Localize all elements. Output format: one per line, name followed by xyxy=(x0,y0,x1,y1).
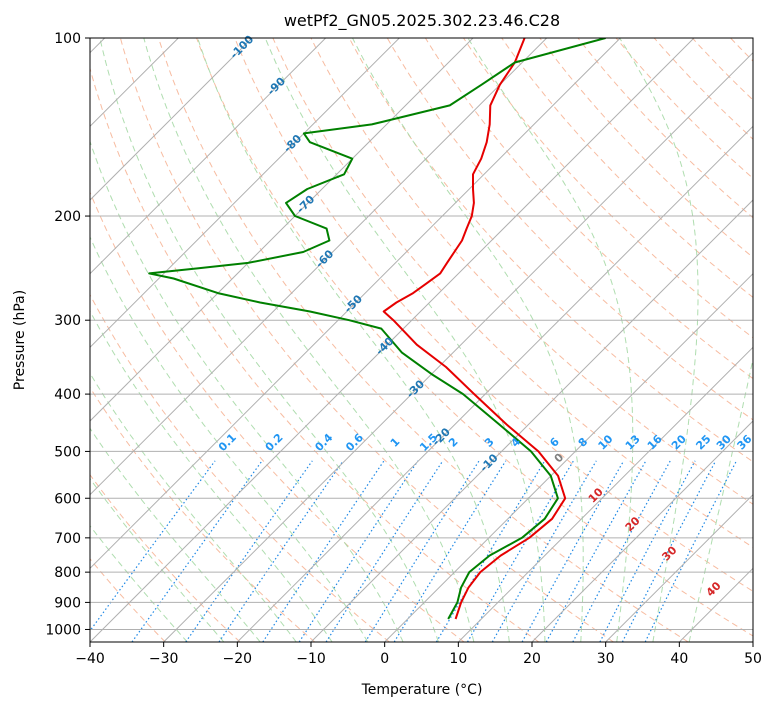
temperature-line xyxy=(382,38,567,620)
x-tick-label: 20 xyxy=(523,651,541,667)
dry-adiabat-line xyxy=(348,38,753,463)
isotherm-line xyxy=(163,51,753,642)
x-tick-label: −10 xyxy=(296,651,326,667)
mixing-ratio-line xyxy=(466,460,575,642)
isotherm-line xyxy=(531,420,753,642)
mixing-ratio-line xyxy=(621,460,717,642)
pressure-gridlines xyxy=(90,38,753,630)
mixing-ratio-line xyxy=(90,460,216,632)
y-tick-label: 700 xyxy=(54,531,81,547)
x-tick-label: 0 xyxy=(380,651,389,667)
y-tick-label: 300 xyxy=(54,313,81,329)
moist-adiabat-line xyxy=(90,477,225,642)
mixing-ratio-line xyxy=(131,460,263,642)
moist-adiabat-line xyxy=(264,38,546,642)
dry-adiabat-line xyxy=(90,191,465,642)
dry-adiabat-line xyxy=(272,38,753,548)
isotherm-line xyxy=(236,125,753,642)
y-axis-title: Pressure (hPa) xyxy=(12,290,28,390)
dry-adiabat-line xyxy=(386,38,753,421)
mixing-ratio-line xyxy=(491,460,597,642)
y-axis: 100 200 300 400 500 600 700 800 900 1000 xyxy=(45,31,90,638)
isotherm-line xyxy=(90,38,327,275)
mixing-ratio-line xyxy=(185,460,313,642)
y-tick-label: 400 xyxy=(54,387,81,403)
dry-adiabat-line xyxy=(90,293,390,642)
moist-adiabat-line xyxy=(90,235,369,642)
x-tick-label: 50 xyxy=(744,651,762,667)
x-axis: −40 −30 −20 −10 0 10 20 30 40 50 xyxy=(75,642,762,667)
moist-adiabat-line xyxy=(352,38,584,642)
isotherm-line xyxy=(90,38,474,422)
isotherm-line xyxy=(384,272,753,642)
y-tick-label: 600 xyxy=(54,491,81,507)
dry-adiabat-line xyxy=(310,38,753,505)
y-tick-label: 500 xyxy=(54,444,81,460)
mixing-ratio-line xyxy=(435,460,546,642)
isotherm-line xyxy=(90,38,621,570)
isotherm-line xyxy=(90,38,548,496)
isotherm-line xyxy=(457,346,753,642)
x-axis-title: Temperature (°C) xyxy=(361,682,483,698)
x-tick-label: 30 xyxy=(597,651,615,667)
dry-adiabat-line xyxy=(234,38,753,592)
moist-adiabat-line xyxy=(99,38,439,642)
y-tick-label: 100 xyxy=(54,31,81,47)
moist-adiabat-line xyxy=(90,524,188,642)
mixing-ratio-line xyxy=(393,460,507,642)
moist-adiabat-line xyxy=(90,372,297,642)
plot-frame xyxy=(89,37,754,643)
x-tick-label: −30 xyxy=(149,651,179,667)
mixing-ratio-line xyxy=(521,460,625,642)
x-tick-label: 10 xyxy=(449,651,467,667)
mixing-ratio-line xyxy=(644,460,738,642)
dry-adiabat-line xyxy=(196,38,753,637)
profile-series xyxy=(148,38,606,620)
moist-adiabat-line xyxy=(619,38,699,642)
dry-adiabat-line xyxy=(90,386,316,642)
mixing-ratio-line xyxy=(298,460,419,642)
y-tick-label: 200 xyxy=(54,209,81,225)
y-tick-label: 800 xyxy=(54,565,81,581)
dry-adiabat-line xyxy=(90,473,241,642)
isotherm-line xyxy=(605,493,753,642)
chart-title: wetPf2_GN05.2025.302.23.46.C28 xyxy=(284,11,560,31)
moist-adiabat-line xyxy=(90,427,261,642)
dry-adiabat-line xyxy=(615,38,753,179)
moist-adiabat-line xyxy=(688,356,753,642)
moist-adiabat-line xyxy=(90,139,404,642)
dry-adiabat-line xyxy=(501,38,753,298)
mixing-ratio-line xyxy=(545,460,647,642)
dry-adiabat-line xyxy=(424,38,753,380)
mixing-ratio-line xyxy=(218,460,344,642)
dewpoint-line xyxy=(148,38,606,620)
dry-adiabat-line xyxy=(90,66,540,642)
dry-adiabat-line xyxy=(539,38,753,259)
moist-adiabat-line xyxy=(197,38,510,642)
isotherm-line xyxy=(310,199,753,642)
mixing-ratio-line xyxy=(262,460,385,642)
y-tick-label: 1000 xyxy=(45,622,81,638)
x-tick-label: −20 xyxy=(223,651,253,667)
dry-adiabat-line xyxy=(158,38,689,642)
isotherm-line xyxy=(90,38,400,349)
x-tick-label: −40 xyxy=(75,651,105,667)
x-tick-label: 40 xyxy=(670,651,688,667)
moist-adiabat-line xyxy=(90,310,333,642)
dry-adiabat-line xyxy=(119,38,614,642)
y-tick-label: 900 xyxy=(54,595,81,611)
isotherm-line xyxy=(90,38,253,201)
